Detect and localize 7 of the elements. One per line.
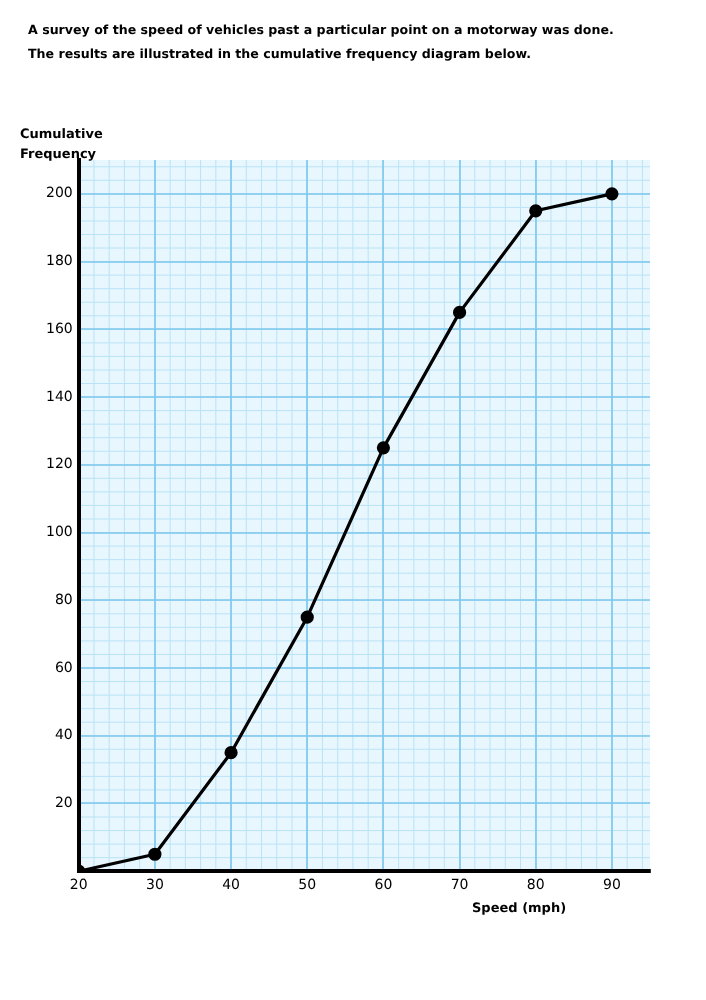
point (452, 305, 467, 319)
point (605, 187, 619, 201)
point (529, 204, 543, 218)
point (224, 746, 238, 760)
point (148, 847, 162, 861)
point (300, 610, 314, 624)
point (376, 441, 390, 455)
